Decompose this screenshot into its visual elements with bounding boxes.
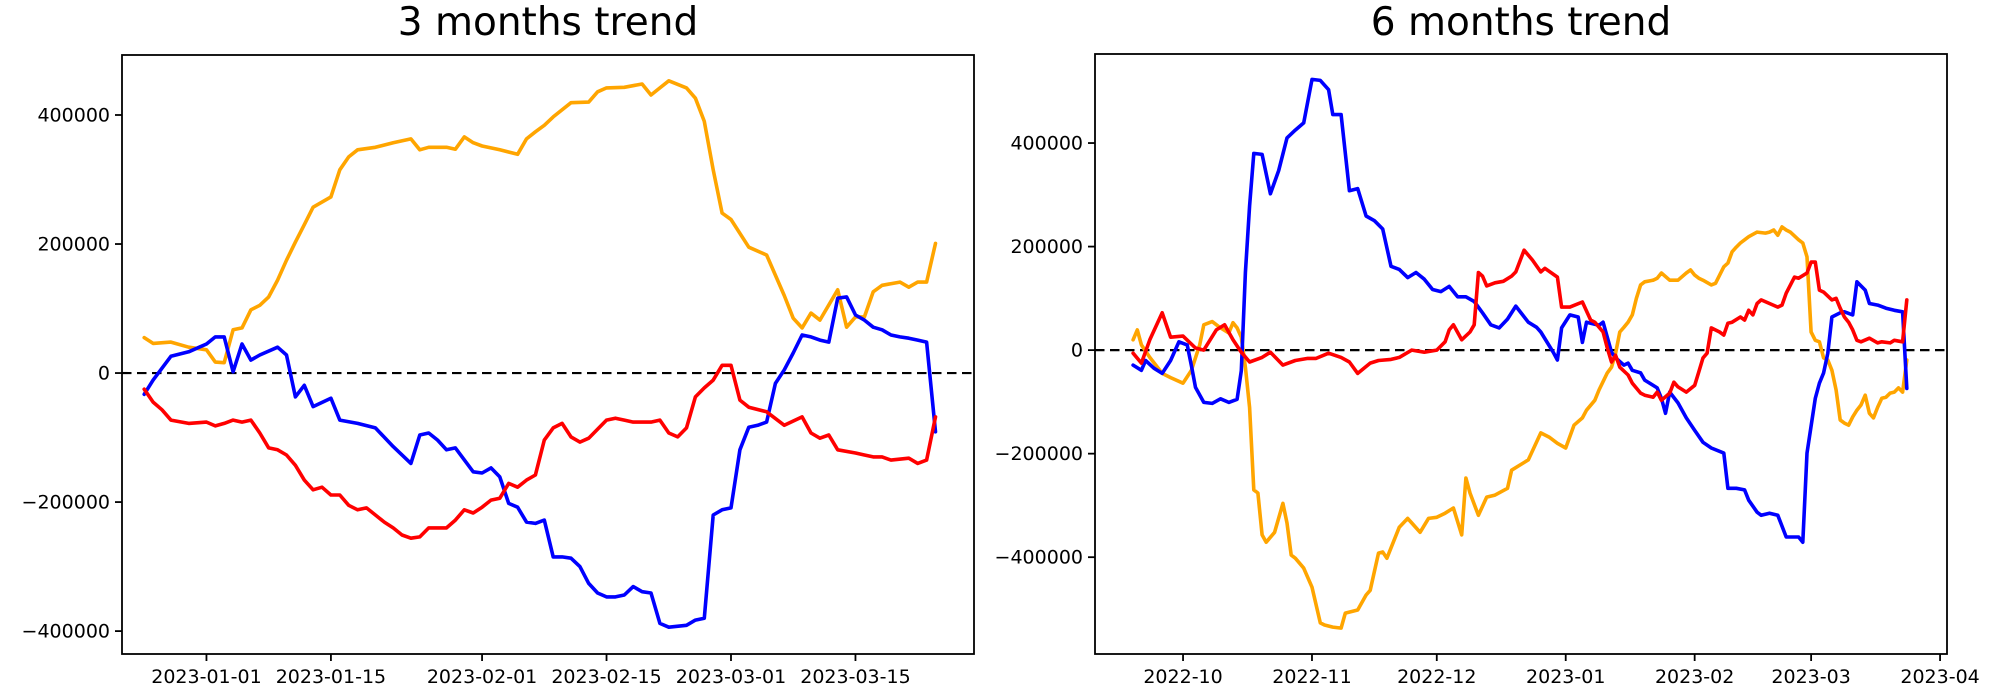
x-tick-label: 2022-10 bbox=[1143, 666, 1222, 688]
axes-spines bbox=[121, 54, 975, 655]
x-tick-label: 2023-02 bbox=[1655, 666, 1734, 688]
chart-title-3-months: 3 months trend bbox=[397, 0, 699, 45]
x-tick-label: 2023-03 bbox=[1771, 666, 1850, 688]
y-tick-label: 0 bbox=[1071, 340, 1083, 362]
y-tick-label: −400000 bbox=[995, 547, 1083, 569]
y-tick-label: −200000 bbox=[22, 492, 110, 514]
y-tick-label: 200000 bbox=[37, 234, 110, 256]
y-tick-label: 400000 bbox=[1010, 133, 1083, 155]
y-tick-label: 400000 bbox=[37, 104, 110, 126]
x-tick-label: 2023-01 bbox=[1526, 666, 1605, 688]
axes-spines bbox=[1094, 53, 1948, 655]
x-tick-label: 2023-03-15 bbox=[800, 666, 910, 688]
x-tick-label: 2023-02-15 bbox=[551, 666, 661, 688]
x-tick-label: 2023-04 bbox=[1900, 666, 1979, 688]
series-line-blue bbox=[1131, 77, 1909, 545]
series-line-red bbox=[142, 363, 938, 541]
x-tick-label: 2022-11 bbox=[1272, 666, 1351, 688]
series-line-orange bbox=[142, 79, 938, 365]
y-tick-label: 200000 bbox=[1010, 236, 1083, 258]
series-line-blue bbox=[142, 295, 938, 630]
y-tick-label: −400000 bbox=[22, 621, 110, 643]
y-tick-label: 0 bbox=[98, 363, 110, 385]
x-tick-label: 2023-03-01 bbox=[676, 666, 786, 688]
chart-title-6-months: 6 months trend bbox=[1370, 0, 1672, 45]
x-tick-label: 2023-01-01 bbox=[151, 666, 261, 688]
x-tick-label: 2023-02-01 bbox=[427, 666, 537, 688]
series-line-orange bbox=[1131, 225, 1909, 630]
series-line-red bbox=[1131, 248, 1909, 403]
x-tick-label: 2022-12 bbox=[1397, 666, 1476, 688]
y-tick-label: −200000 bbox=[995, 443, 1083, 465]
x-tick-label: 2023-01-15 bbox=[276, 666, 386, 688]
